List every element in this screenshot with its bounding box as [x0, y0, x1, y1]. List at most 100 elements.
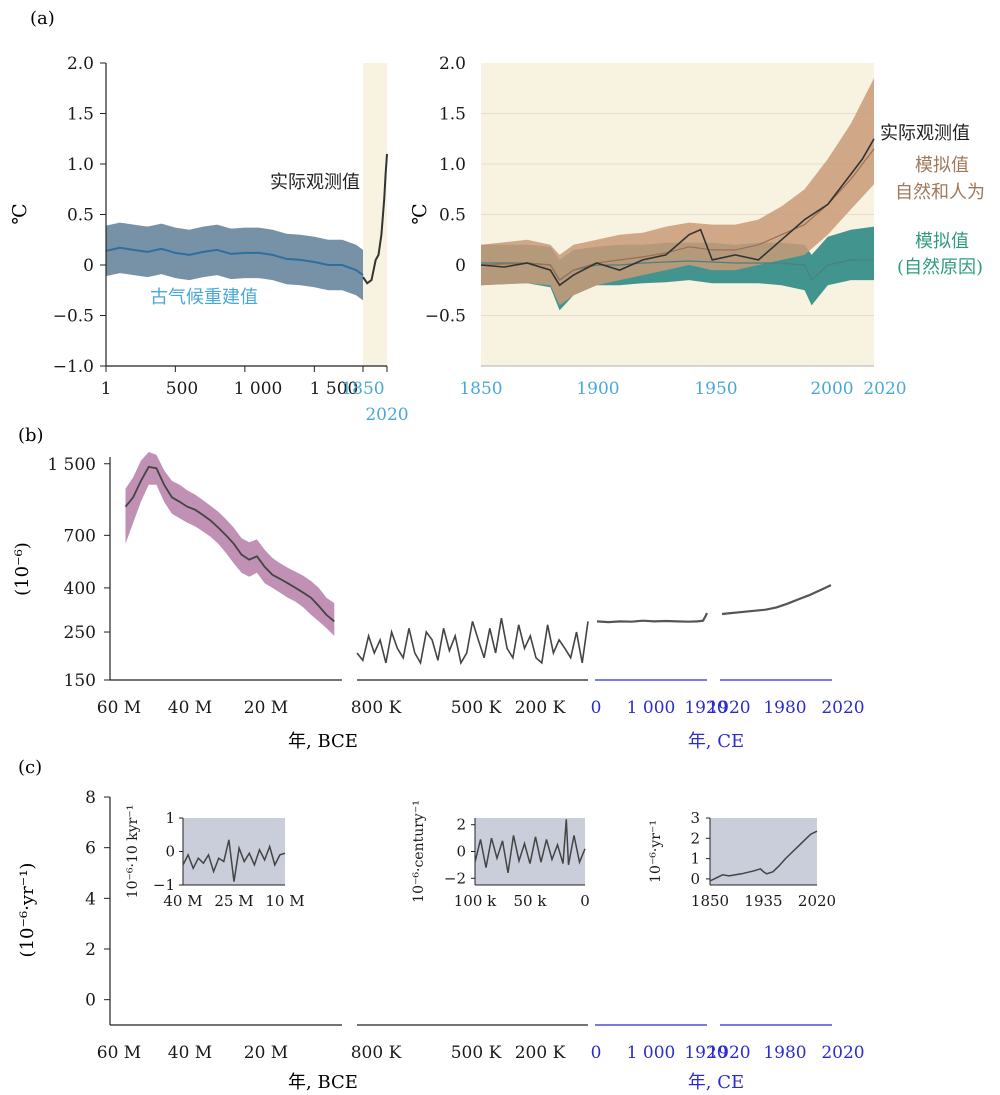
x-axis-label-ce: 年, CE [688, 731, 744, 752]
inset-y-tick-label: −2 [444, 869, 466, 887]
y-tick-label: 0.5 [67, 206, 94, 226]
inset-x-tick-label: 25 M [214, 892, 253, 910]
panel-label-b: (b) [18, 425, 44, 446]
inset-y-tick-label: 0 [690, 870, 700, 888]
y-tick-label: 250 [64, 623, 96, 643]
y-tick-label: 150 [64, 671, 96, 691]
inset-x-tick-label: 1850 [691, 892, 729, 910]
inset-y-axis-label: 10⁻⁶·century⁻¹ [411, 800, 427, 903]
x-tick-label: 1900 [576, 379, 619, 399]
x-tick-label: 1850 [341, 379, 384, 399]
x-tick-label: 800 K [351, 698, 402, 718]
y-tick-label: 0 [85, 991, 96, 1011]
x-axis-label-bce: 年, BCE [288, 731, 358, 752]
x-tick-label: 1850 [459, 379, 502, 399]
y-tick-label: 1.0 [439, 155, 466, 175]
annotation-paleo: 古气候重建值 [150, 287, 258, 308]
y-axis-label: ℃ [409, 203, 431, 224]
inset-x-tick-label: 40 M [163, 892, 202, 910]
y-tick-label: 4 [85, 889, 96, 909]
y-tick-label: 2.0 [439, 54, 466, 74]
sim-human-line [480, 148, 875, 281]
annotation-sim-natural-2: (自然原因) [897, 257, 983, 278]
inset-line [474, 819, 586, 874]
inset-y-tick-label: 1 [165, 809, 175, 827]
inset-x-tick-label: 10 M [265, 892, 304, 910]
x-tick-label: 500 K [451, 698, 502, 718]
x-tick-label: 1 000 [234, 379, 283, 399]
y-tick-label: 1 500 [47, 455, 96, 475]
x-tick-label: 0 [591, 698, 602, 718]
co2-line-ice-core [356, 617, 589, 666]
x-tick-label: 1920 [707, 1043, 750, 1063]
x-tick-label: 800 K [351, 1043, 402, 1063]
y-tick-label: 1.0 [67, 155, 94, 175]
co2-line-million-years [124, 465, 335, 623]
y-tick-label: −0.5 [425, 307, 466, 327]
inset-background [183, 818, 285, 885]
inset-chart-2: 2 0 −2 100 k 50 k 0 10⁻⁶·century⁻¹ [411, 800, 590, 910]
annotation-sim-human-2: 自然和人为 [895, 182, 985, 203]
paleo-uncertainty-band [106, 222, 363, 301]
y-tick-label: −1.0 [53, 357, 94, 377]
observed-line [362, 153, 388, 285]
y-tick-label: 400 [64, 579, 96, 599]
inset-x-tick-label: 1935 [744, 892, 782, 910]
x-tick-label: 40 M [168, 698, 212, 718]
y-tick-label: 1.5 [67, 105, 94, 125]
co2-uncertainty-band [125, 452, 335, 636]
annotation-observed: 实际观测值 [270, 172, 360, 193]
inset-y-tick-label: 2 [690, 829, 700, 847]
x-tick-label: 60 M [97, 1043, 141, 1063]
co2-line-modern [721, 584, 832, 616]
x-tick-label: 2020 [863, 379, 906, 399]
y-tick-label: 1.5 [439, 105, 466, 125]
inset-x-tick-label: 50 k [514, 892, 548, 910]
inset-background [710, 818, 817, 885]
inset-x-tick-label: 100 k [454, 892, 497, 910]
x-tick-label: 1920 [707, 698, 750, 718]
y-tick-label: 0.5 [439, 206, 466, 226]
observed-line [480, 138, 875, 287]
y-tick-label: 6 [85, 839, 96, 859]
x-axis-label-bce: 年, BCE [288, 1072, 358, 1093]
x-tick-label: 1920 [684, 1043, 727, 1063]
y-tick-label: 0 [83, 256, 94, 276]
panel-a-left: 2.0 1.5 1.0 0.5 0 −0.5 −1.0 1 500 1 000 1 5001850… [9, 54, 409, 425]
co2-line-common-era [596, 612, 709, 624]
y-tick-label: 8 [85, 788, 96, 808]
x-tick-label: 1 500 [310, 379, 359, 399]
x-tick-label: 1 [101, 379, 112, 399]
panel-label-c: (c) [18, 757, 42, 778]
inset-line [182, 839, 286, 882]
y-tick-label: −0.5 [53, 307, 94, 327]
inset-y-tick-label: 3 [690, 809, 700, 827]
x-tick-label: 2020 [365, 405, 408, 425]
sim-human-band [481, 78, 874, 306]
x-tick-label: 40 M [168, 1043, 212, 1063]
x-tick-label: 1 000 [627, 698, 676, 718]
panel-b: 1 500 700 400 250 150 60 M 40 M 20 M 800 K 500 K… [12, 452, 865, 752]
inset-chart-3: 3 2 1 0 1850 1935 2020 10⁻⁶·yr⁻¹ [648, 809, 836, 910]
y-tick-label: 700 [64, 526, 96, 546]
x-tick-label: 2020 [821, 1043, 864, 1063]
x-tick-label: 0 [591, 1043, 602, 1063]
x-tick-label: 20 M [244, 698, 288, 718]
inset-x-tick-label: 2020 [798, 892, 836, 910]
inset-y-tick-label: 0 [165, 843, 175, 861]
inset-y-tick-label: 2 [456, 816, 466, 834]
x-tick-label: 20 M [244, 1043, 288, 1063]
annotation-sim-human-1: 模拟值 [915, 155, 969, 176]
x-tick-label: 200 K [515, 1043, 566, 1063]
y-axis-label: (10⁻⁶·yr⁻¹) [17, 863, 38, 958]
x-tick-label: 2020 [821, 698, 864, 718]
y-tick-label: 2 [85, 940, 96, 960]
x-tick-label: 1 000 [627, 1043, 676, 1063]
y-axis-label: (10⁻⁶) [12, 542, 33, 596]
annotation-sim-natural-1: 模拟值 [915, 231, 969, 252]
x-tick-label: 2000 [810, 379, 853, 399]
annotation-observed: 实际观测值 [880, 123, 970, 144]
x-tick-label: 500 [166, 379, 198, 399]
inset-y-tick-label: 1 [690, 850, 700, 868]
